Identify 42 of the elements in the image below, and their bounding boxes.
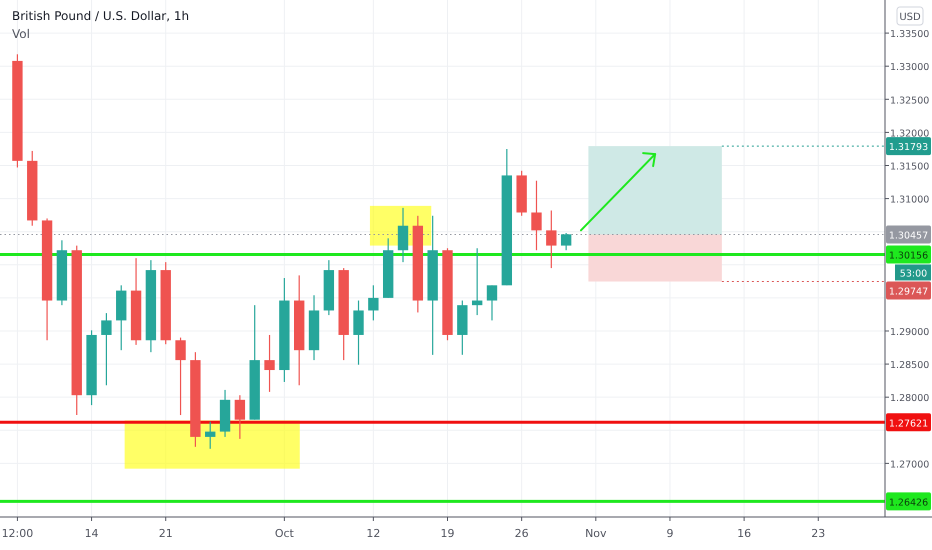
ref-line-label: 1.26426 [888, 497, 928, 508]
x-tick-label: 14 [84, 527, 99, 540]
x-tick-label: 23 [811, 527, 826, 540]
x-tick-label: Nov [585, 527, 608, 540]
y-tick-label: 1.33500 [890, 29, 930, 40]
x-tick-label: 12 [366, 527, 380, 540]
text: USD [899, 12, 921, 23]
y-tick-label: 1.32000 [890, 128, 930, 140]
x-tick-label: 26 [514, 527, 529, 540]
y-tick-label: 1.28000 [890, 393, 930, 404]
ref-line-label: 1.30457 [888, 230, 928, 242]
x-tick-label: Oct [274, 527, 295, 540]
band-label: 1.29747 [888, 286, 928, 298]
annotation: Vol [12, 27, 30, 41]
y-tick-label: 1.31000 [890, 194, 930, 206]
text: 53:00 [900, 268, 928, 280]
candlestick [546, 210, 557, 269]
candlestick [234, 394, 246, 440]
candlestick [368, 284, 379, 321]
x-tick-label: 16 [737, 527, 752, 540]
candlestick [264, 334, 275, 392]
y-tick-label: 1.27000 [890, 459, 930, 470]
candlestick [205, 421, 216, 450]
ref-line-label: 1.30156 [888, 250, 928, 262]
text: British Pound / U.S. Dollar, 1h [12, 9, 190, 23]
candlestick [531, 180, 542, 251]
candlestick [560, 232, 572, 251]
band-label: 1.31793 [888, 142, 928, 154]
x-tick-label: 12:00 [2, 527, 34, 540]
y-tick-label: 1.33000 [890, 62, 930, 74]
ref-line-label: 1.27621 [888, 418, 928, 430]
y-tick-label: 1.31500 [890, 161, 930, 172]
y-tick-label: 1.29000 [890, 326, 930, 338]
x-tick-label: 9 [666, 527, 674, 540]
candlestick [101, 312, 112, 386]
candlestick [486, 284, 498, 321]
candlestick [175, 337, 186, 416]
y-tick-label: 1.32500 [890, 95, 930, 106]
candlestick [472, 248, 482, 316]
x-tick-label: 21 [158, 527, 173, 540]
y-tick-label: 1.28500 [890, 360, 930, 372]
x-tick-label: 19 [440, 527, 454, 540]
